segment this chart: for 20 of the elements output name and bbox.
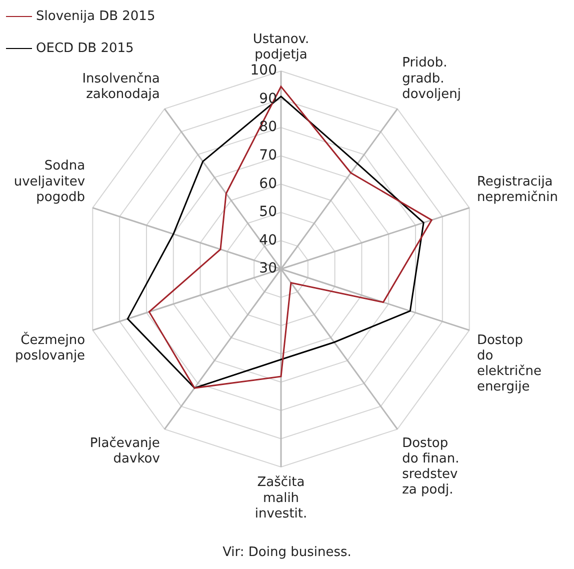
y-tick-label: 50 [259,204,277,220]
y-tick-label: 30 [259,260,277,277]
spoke-label: Insolvenčna zakonodaja [82,71,160,102]
spoke-label: Registracija nepremičnin [476,174,558,205]
y-tick-label: 80 [259,119,277,136]
spoke-label: Ustanov. podjetja [252,32,310,63]
legend-label: OECD DB 2015 [36,40,134,56]
text: Vir: Doing business. [222,545,352,560]
y-tick-label: 60 [259,176,277,192]
spoke-label: Dostop do električne energije [476,332,542,395]
spoke-label: Pridob. gradb. dovoljenj [402,56,462,102]
y-tick-label: 100 [250,62,277,79]
spoke-label: Dostop do finan. sredstev za podj. [402,436,460,498]
spoke-label: Čezmejno poslovanje [14,330,86,364]
spoke-label: Plačevanje davkov [90,436,160,466]
y-tick-label: 40 [259,232,277,248]
legend-label: Slovenija DB 2015 [36,8,156,24]
spoke-label: Sodna uveljavitev pogodb [14,158,86,205]
spoke-label: Zaščita malih investit. [254,475,308,522]
y-tick-label: 70 [259,147,277,164]
